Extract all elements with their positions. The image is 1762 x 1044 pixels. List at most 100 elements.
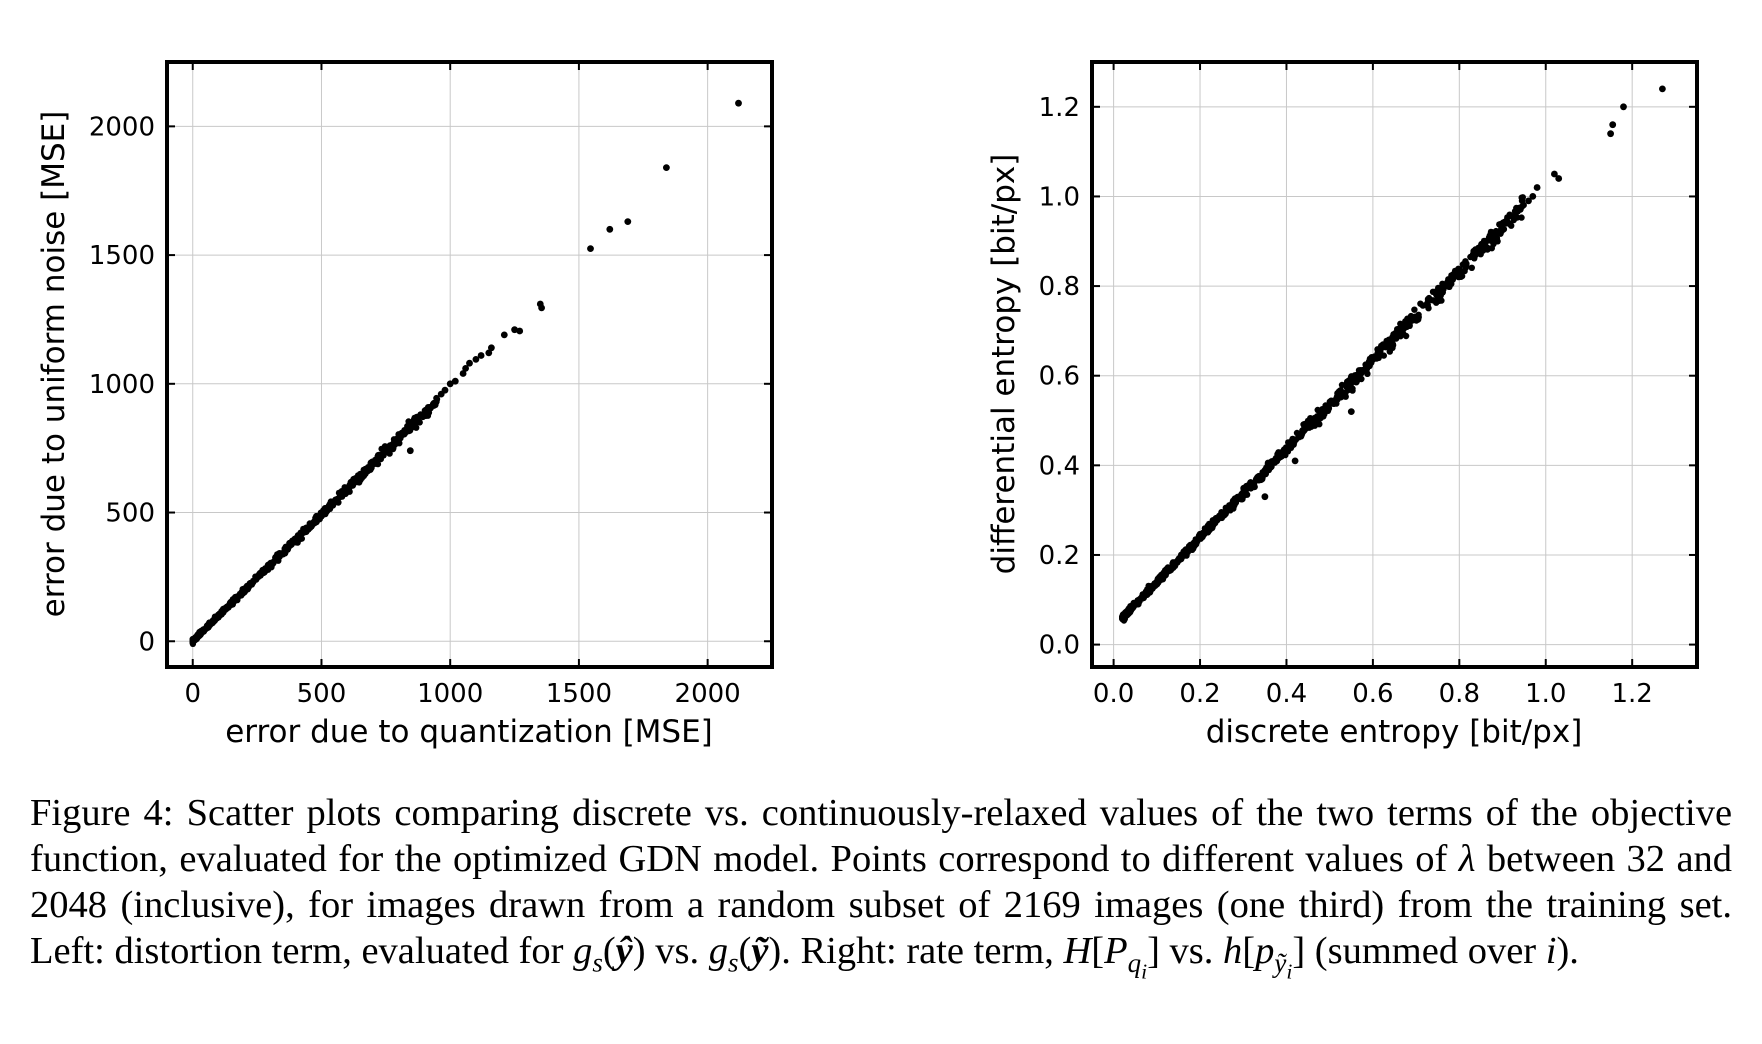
left-point — [282, 546, 289, 553]
math-gs-ytilde: gs(ỹ) — [708, 930, 782, 978]
left-point — [265, 564, 272, 572]
left-y-tick-label: 1000 — [89, 370, 155, 400]
math-H-Pq: H[Pqi] — [1063, 930, 1160, 984]
left-point — [433, 394, 440, 402]
right-x-tick-label: 0.0 — [1093, 679, 1134, 709]
left-point — [338, 493, 346, 500]
right-point — [1459, 261, 1467, 268]
left-point — [459, 370, 467, 377]
right-point — [1468, 264, 1476, 271]
right-point — [1224, 505, 1232, 512]
right-point — [1263, 464, 1270, 472]
right-y-tick-label: 0.2 — [1039, 541, 1080, 571]
right-x-tick-label: 1.0 — [1525, 679, 1566, 709]
left-point — [413, 413, 420, 421]
right-point — [1353, 374, 1361, 381]
right-point — [1374, 346, 1381, 353]
left-point — [248, 580, 256, 587]
caption-line-3b: between 32 and 2048 (inclusive), for ima… — [30, 838, 1733, 926]
left-x-tick-label: 0 — [184, 679, 201, 709]
caption-line-5b: (summed over — [1314, 930, 1537, 972]
right-point — [1289, 437, 1296, 445]
left-point — [446, 380, 454, 388]
left-point — [243, 583, 250, 591]
right-point — [1445, 276, 1452, 283]
left-point — [372, 459, 379, 466]
right-point — [1551, 170, 1558, 178]
left-point — [323, 507, 331, 515]
right-point — [1659, 85, 1666, 93]
caption-line-5a: vs. — [1169, 930, 1214, 972]
right-point — [1525, 197, 1532, 205]
left-x-axis-label: error due to quantization [MSE] — [225, 714, 713, 750]
left-point — [407, 423, 414, 430]
right-point — [1490, 240, 1497, 248]
right-point — [1520, 201, 1527, 209]
left-point — [253, 573, 260, 580]
right-point — [1345, 386, 1352, 393]
right-point — [1154, 575, 1162, 582]
left-point — [303, 528, 310, 535]
right-y-tick-label: 1.2 — [1039, 93, 1080, 123]
right-point — [1439, 280, 1446, 287]
right-point — [1358, 370, 1365, 377]
right-point — [1248, 483, 1256, 491]
right-point — [1347, 408, 1355, 415]
left-point — [218, 610, 225, 618]
right-y-tick-label: 0.6 — [1039, 362, 1080, 392]
right-point — [1461, 267, 1468, 275]
right-point — [1386, 348, 1394, 355]
left-y-axis-label: error due to uniform noise [MSE] — [36, 111, 72, 618]
left-point — [425, 409, 433, 416]
right-plot-frame — [1090, 60, 1699, 669]
right-ticks: 0.0 0.2 0.4 0.6 0.8 1.0 1.2 0.0 0.2 0.4 0.6 0.8 1.0 1… — [1039, 62, 1697, 709]
left-point — [329, 502, 337, 509]
right-point — [1529, 193, 1537, 200]
right-point — [1390, 331, 1397, 338]
left-point — [382, 447, 389, 455]
left-y-tick-label: 2000 — [89, 112, 155, 142]
right-point — [1475, 244, 1482, 251]
caption-line-4b: vs. — [655, 930, 700, 972]
right-point — [1607, 130, 1614, 138]
caption-line-3a: of — [1415, 838, 1448, 880]
right-point — [1330, 400, 1337, 407]
right-y-tick-label: 0.8 — [1039, 272, 1080, 302]
left-point — [735, 99, 742, 107]
left-point — [606, 225, 614, 233]
right-point — [1519, 194, 1527, 201]
right-point — [1149, 585, 1156, 592]
caption-line-4a: third) from the training set. Left: dist… — [30, 884, 1732, 972]
left-y-tick-label: 0 — [138, 627, 155, 657]
right-point — [1183, 552, 1190, 559]
right-y-tick-label: 0.4 — [1039, 451, 1080, 481]
right-point — [1231, 499, 1238, 506]
left-point — [624, 218, 632, 226]
left-point — [511, 326, 518, 334]
left-y-tick-label: 1500 — [89, 241, 155, 271]
left-point — [488, 344, 495, 352]
right-point — [1494, 229, 1501, 236]
right-point — [1314, 413, 1322, 420]
right-point — [1130, 603, 1137, 611]
left-point — [317, 511, 324, 519]
left-point — [231, 595, 239, 602]
right-point — [1178, 551, 1185, 558]
right-point — [1184, 546, 1192, 553]
right-x-axis-label: discrete entropy [bit/px] — [1206, 714, 1583, 750]
right-point — [1414, 313, 1421, 320]
left-point — [451, 377, 459, 385]
math-i: i — [1545, 930, 1557, 972]
left-point — [359, 471, 367, 478]
right-y-tick-label: 0.0 — [1039, 631, 1080, 661]
right-point — [1275, 449, 1282, 456]
left-point — [406, 447, 414, 455]
right-point — [1216, 512, 1223, 519]
figure-caption: Figure 4: Scatter plots comparing discre… — [30, 790, 1732, 994]
left-point — [238, 589, 245, 596]
right-point — [1302, 425, 1310, 432]
left-scatter-plot: 0 500 1000 1500 2000 0 500 1000 1500 2000 error d… — [36, 60, 774, 750]
right-point — [1211, 516, 1218, 524]
right-point — [1283, 447, 1290, 454]
left-point — [227, 600, 234, 607]
